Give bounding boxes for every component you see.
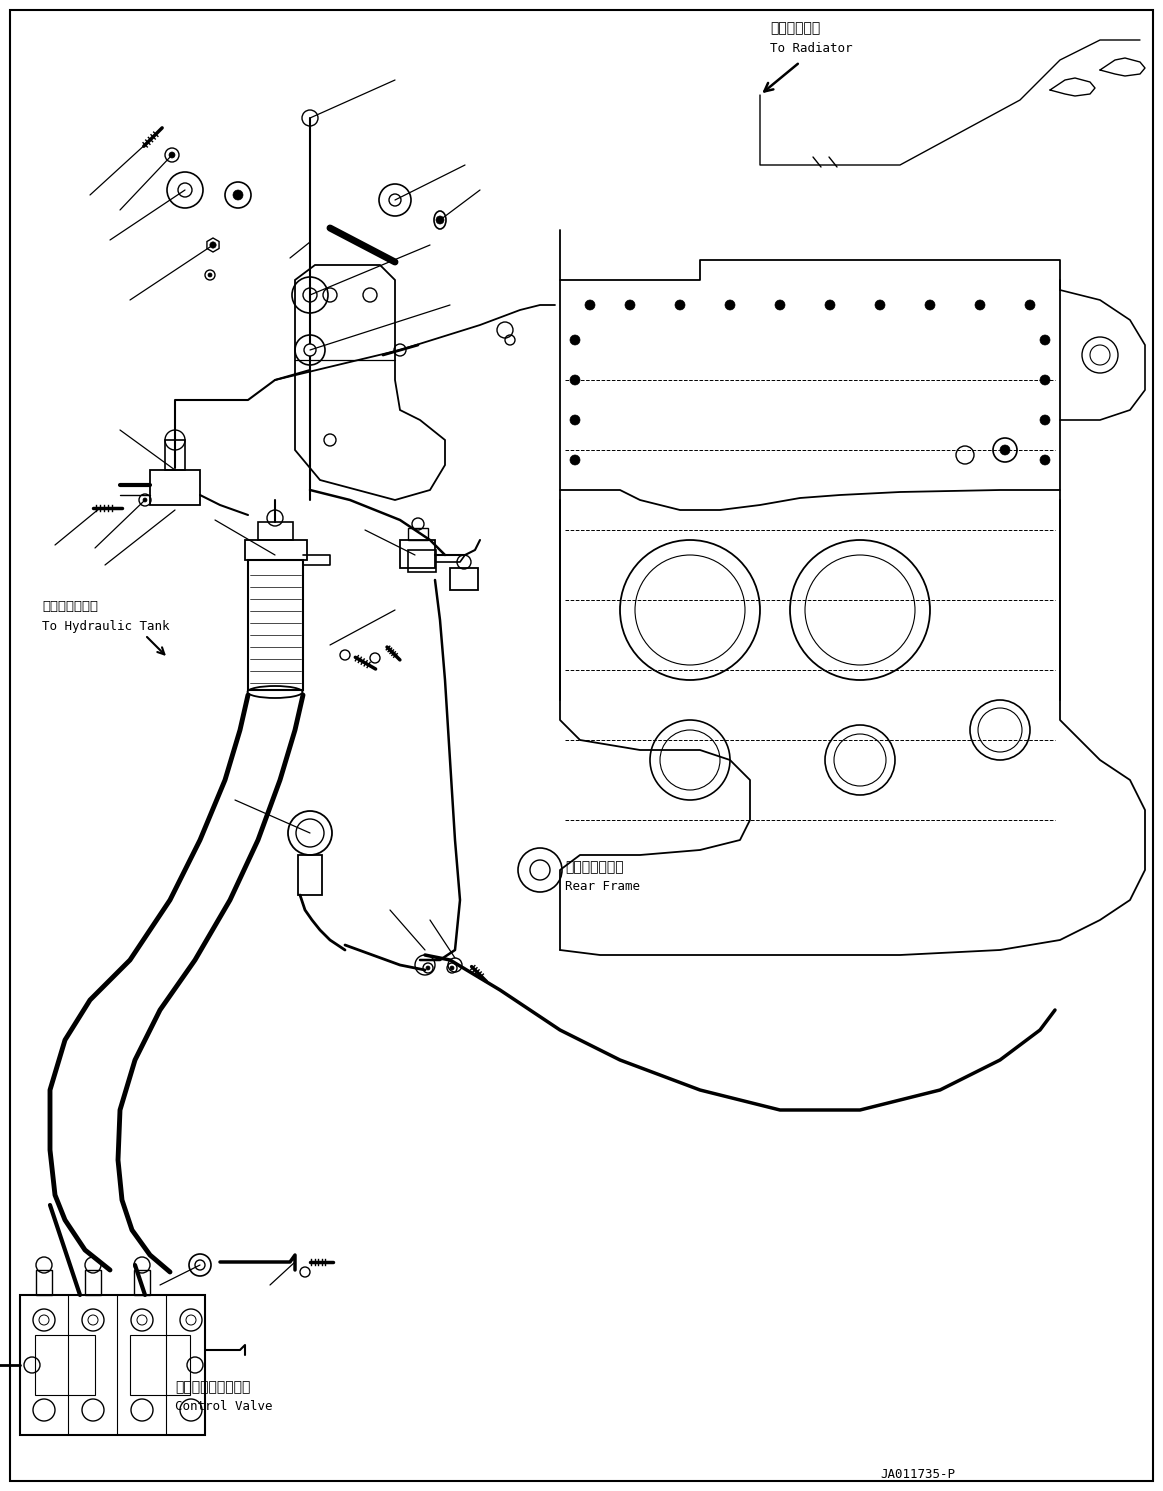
Circle shape (169, 152, 174, 158)
Circle shape (426, 966, 430, 971)
Bar (450, 568, 478, 590)
Circle shape (1040, 455, 1050, 465)
Circle shape (1040, 414, 1050, 425)
Bar (258, 522, 293, 540)
Circle shape (570, 376, 580, 385)
Bar (36, 1270, 52, 1296)
Bar (408, 550, 436, 573)
Circle shape (625, 300, 635, 310)
Circle shape (450, 966, 454, 971)
Circle shape (143, 498, 147, 502)
Circle shape (725, 300, 735, 310)
Bar (130, 1334, 190, 1396)
Bar (245, 540, 307, 561)
Circle shape (570, 335, 580, 344)
Circle shape (436, 216, 444, 224)
Text: To Radiator: To Radiator (770, 42, 852, 55)
Bar (20, 1296, 205, 1434)
Text: 作動油タンクへ: 作動油タンクへ (42, 599, 98, 613)
Bar (400, 540, 435, 568)
Text: Control Valve: Control Valve (174, 1400, 272, 1413)
Circle shape (675, 300, 685, 310)
Circle shape (875, 300, 885, 310)
Text: JA011735-P: JA011735-P (880, 1469, 955, 1481)
Circle shape (925, 300, 935, 310)
Text: To Hydraulic Tank: To Hydraulic Tank (42, 620, 170, 634)
Circle shape (775, 300, 785, 310)
Bar (150, 470, 200, 505)
Circle shape (1040, 376, 1050, 385)
Circle shape (195, 1260, 205, 1270)
Text: コントロールバルブ: コントロールバルブ (174, 1381, 250, 1394)
Bar (408, 528, 428, 540)
Text: リヤーフレーム: リヤーフレーム (565, 860, 623, 874)
Circle shape (570, 455, 580, 465)
Circle shape (570, 414, 580, 425)
Bar (298, 854, 322, 895)
Circle shape (975, 300, 985, 310)
Circle shape (585, 300, 595, 310)
Bar (134, 1270, 150, 1296)
Circle shape (208, 273, 212, 277)
Bar (85, 1270, 101, 1296)
Bar (248, 561, 304, 690)
Circle shape (209, 242, 216, 248)
Bar (165, 440, 185, 470)
Circle shape (825, 300, 835, 310)
Circle shape (1000, 444, 1009, 455)
Circle shape (1025, 300, 1035, 310)
Text: ラジエータへ: ラジエータへ (770, 21, 820, 34)
Circle shape (1040, 335, 1050, 344)
Circle shape (233, 189, 243, 200)
Text: Rear Frame: Rear Frame (565, 880, 640, 893)
Bar (35, 1334, 95, 1396)
Circle shape (304, 344, 316, 356)
